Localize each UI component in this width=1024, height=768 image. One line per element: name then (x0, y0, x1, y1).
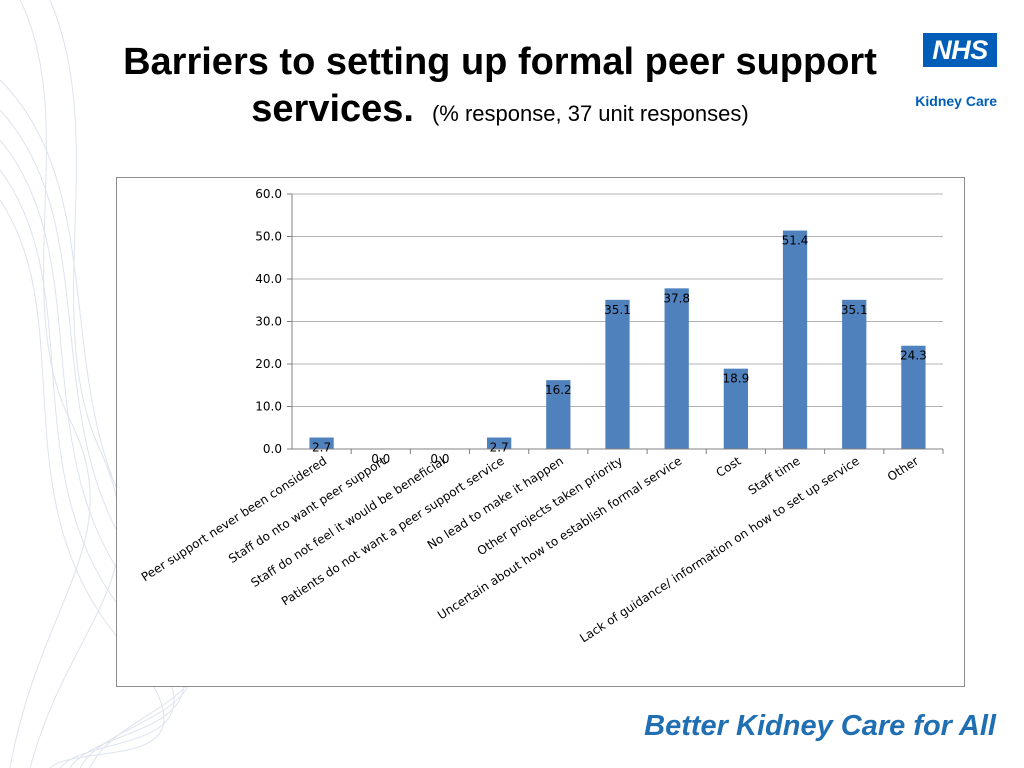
value-label: 51.4 (782, 234, 809, 248)
bar (546, 380, 571, 449)
value-label: 0.0 (371, 452, 390, 466)
slide-title: Barriers to setting up formal peer suppo… (60, 40, 940, 139)
y-tick-label: 50.0 (255, 230, 282, 244)
bar (901, 345, 926, 449)
bar (723, 368, 748, 449)
axes: 0.0 10.0 20.0 30.0 40.0 50.0 60.0 (255, 187, 944, 456)
bar (842, 299, 867, 449)
title-line-1: Barriers to setting up formal peer suppo… (123, 41, 877, 83)
kidney-care-logo-text: Kidney Care (915, 93, 997, 109)
category-label: Staff time (746, 454, 803, 498)
category-label: Cost (713, 454, 743, 480)
chart-container: 0.0 10.0 20.0 30.0 40.0 50.0 60.0 2.7 Peer supp… (116, 177, 965, 687)
value-label: 2.7 (312, 441, 331, 455)
bar (605, 299, 630, 449)
y-tick-label: 30.0 (255, 315, 282, 329)
value-label: 35.1 (604, 303, 631, 317)
slide-subtitle: (% response, 37 unit responses) (431, 101, 749, 126)
value-label: 0.0 (430, 452, 449, 466)
value-label: 16.2 (545, 383, 572, 397)
value-label: 18.9 (723, 372, 750, 386)
value-label: 35.1 (841, 303, 868, 317)
title-line-2: services. (% response, 37 unit responses) (60, 84, 940, 139)
bar (487, 437, 512, 449)
value-label: 2.7 (490, 441, 509, 455)
value-label: 24.3 (900, 349, 927, 363)
y-tick-label: 0.0 (263, 442, 282, 456)
footer-tagline: Better Kidney Care for All (644, 710, 996, 742)
bar (782, 230, 808, 449)
title-line-2-text: services. (251, 88, 414, 130)
y-tick-label: 60.0 (255, 187, 282, 201)
y-tick-label: 40.0 (255, 272, 282, 286)
nhs-logo: NHS (923, 33, 997, 67)
y-tick-label: 20.0 (255, 357, 282, 371)
bar (309, 437, 334, 449)
y-tick-label: 10.0 (255, 400, 282, 414)
bar (664, 288, 689, 449)
bars (309, 230, 926, 449)
category-label: Other (885, 454, 921, 484)
category-label: Lack of guidance/ information on how to … (577, 454, 862, 646)
value-label: 37.8 (663, 291, 690, 305)
